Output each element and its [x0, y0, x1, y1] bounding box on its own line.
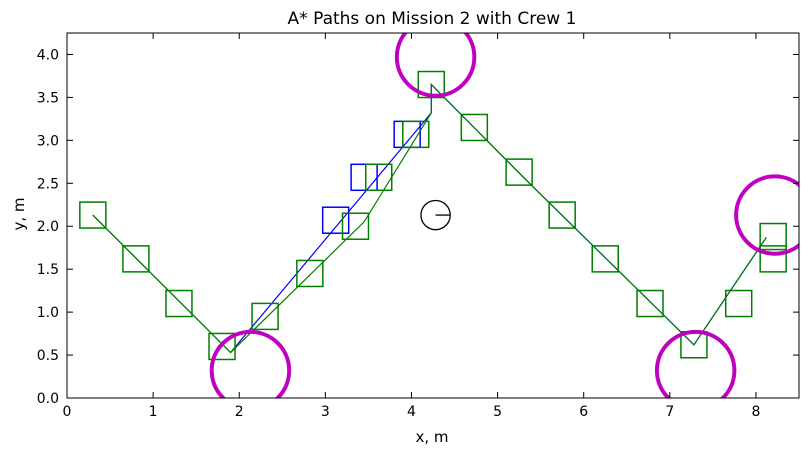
x-tick-label: 5: [493, 404, 502, 420]
path-line-green: [92, 83, 767, 354]
y-tick-label: 1.5: [37, 262, 59, 278]
x-tick-label: 6: [579, 404, 588, 420]
y-tick-label: 4.0: [37, 47, 59, 63]
square-marker-green: [341, 212, 370, 240]
obstacle-circle: [654, 329, 737, 398]
square-marker-green: [759, 245, 787, 273]
x-tick-label: 1: [149, 404, 158, 420]
axis-ticks: 0 1 2 3 4 5 6 7 8 0.0 0.5 1.0 1.5 2.0 2.5 3.0 3.5 4.0: [37, 33, 799, 420]
x-tick-label: 2: [235, 404, 244, 420]
square-marker-green: [591, 245, 619, 273]
square-marker-green: [208, 332, 236, 361]
y-tick-label: 0.5: [37, 348, 59, 364]
y-tick-label: 3.0: [37, 133, 59, 149]
square-marker-blue: [350, 163, 378, 192]
axes-frame: [66, 32, 800, 399]
square-marker-green: [402, 120, 430, 149]
y-tick-label: 0.0: [37, 391, 59, 407]
path-line-blue: [92, 83, 767, 354]
y-tick-label: 1.0: [37, 305, 59, 321]
square-marker-green: [505, 158, 533, 186]
y-axis-label: y, m: [10, 197, 28, 230]
y-tick-label: 2.5: [37, 176, 59, 192]
square-marker-blue: [393, 120, 421, 149]
plot-area: [66, 32, 800, 399]
square-marker-green: [122, 245, 150, 273]
x-tick-label: 8: [751, 404, 760, 420]
chart-title: A* Paths on Mission 2 with Crew 1: [288, 9, 577, 29]
square-marker-green: [165, 289, 193, 318]
square-marker-green: [417, 70, 446, 99]
square-marker-green: [759, 222, 787, 251]
obstacle-circle: [394, 33, 477, 98]
square-marker-green: [548, 201, 576, 229]
x-axis-label: x, m: [415, 428, 448, 446]
square-marker-green: [636, 289, 664, 318]
square-marker-green: [251, 302, 279, 331]
x-tick-label: 0: [63, 404, 72, 420]
square-marker-blue: [321, 206, 350, 234]
x-tick-label: 3: [321, 404, 330, 420]
y-tick-label: 3.5: [37, 90, 59, 106]
x-tick-label: 7: [665, 404, 674, 420]
square-marker-green: [724, 289, 753, 318]
square-marker-green: [296, 259, 324, 288]
x-tick-label: 4: [407, 404, 416, 420]
obstacle-circle: [209, 329, 292, 398]
square-marker-green: [79, 201, 107, 229]
plot-content: [79, 33, 799, 398]
square-marker-green: [364, 163, 393, 192]
obstacle-circle: [734, 174, 799, 256]
square-marker-green: [460, 113, 489, 142]
y-tick-label: 2.0: [37, 219, 59, 235]
